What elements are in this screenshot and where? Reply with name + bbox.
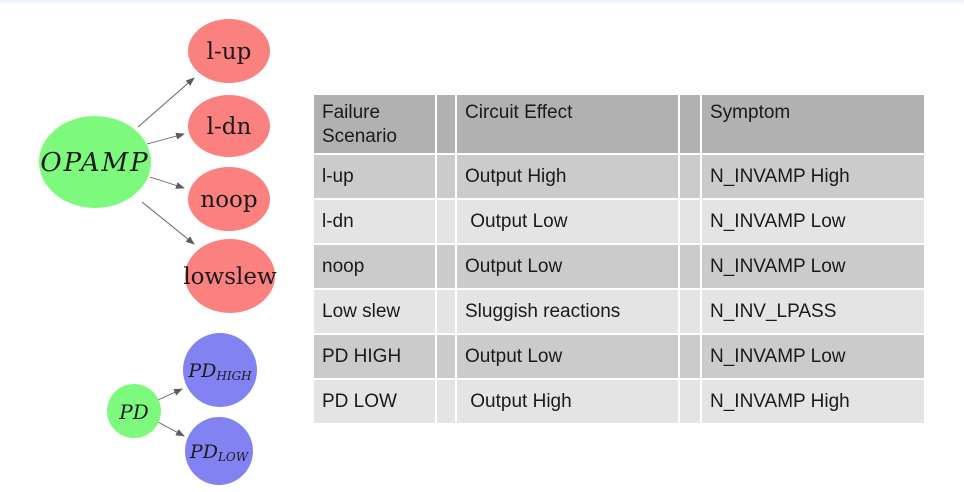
edge-opamp-noop bbox=[149, 176, 185, 189]
ldn-node-label: l-dn bbox=[207, 114, 252, 140]
lup-node bbox=[188, 19, 270, 83]
cell-spacer bbox=[680, 155, 700, 198]
cell-effect: Sluggish reactions bbox=[457, 290, 678, 333]
cell-scenario: PD LOW bbox=[314, 380, 435, 423]
pd-high-node-label: PDHIGH bbox=[187, 360, 252, 383]
pd-low-subscript: LOW bbox=[217, 450, 250, 464]
noop-node-label: noop bbox=[200, 187, 257, 213]
pd-low-node-label: PDLOW bbox=[189, 441, 250, 464]
cell-symptom: N_INVAMP High bbox=[702, 380, 924, 423]
cell-symptom: N_INV_LPASS bbox=[702, 290, 924, 333]
ldn-node bbox=[188, 95, 270, 157]
cell-spacer bbox=[437, 335, 455, 378]
header-symptom: Symptom bbox=[702, 95, 924, 153]
pd-node bbox=[107, 384, 161, 438]
cell-spacer bbox=[437, 245, 455, 288]
fault-tree-diagram: OPAMP l-up l-dn noop lowslew PD PDHIGH P… bbox=[39, 19, 277, 485]
cell-symptom: N_INVAMP Low bbox=[702, 200, 924, 243]
cell-effect: Output Low bbox=[457, 335, 678, 378]
cell-spacer bbox=[680, 200, 700, 243]
opamp-node bbox=[39, 116, 151, 208]
cell-symptom: N_INVAMP Low bbox=[702, 335, 924, 378]
header-spacer-2 bbox=[680, 95, 700, 153]
cell-spacer bbox=[680, 335, 700, 378]
cell-spacer bbox=[680, 245, 700, 288]
edge-opamp-lowslew bbox=[141, 201, 195, 245]
cell-spacer bbox=[437, 290, 455, 333]
cell-scenario: PD HIGH bbox=[314, 335, 435, 378]
cell-spacer bbox=[437, 200, 455, 243]
pd-high-subscript: HIGH bbox=[215, 369, 252, 383]
cell-scenario: l-dn bbox=[314, 200, 435, 243]
pd-high-node bbox=[183, 333, 257, 407]
cell-spacer bbox=[437, 380, 455, 423]
failure-table: Failure Scenario Circuit Effect Symptom … bbox=[314, 95, 924, 423]
header-spacer-1 bbox=[437, 95, 455, 153]
pd-node-label: PD bbox=[118, 400, 149, 424]
lup-node-label: l-up bbox=[207, 39, 252, 65]
cell-effect: Output Low bbox=[457, 245, 678, 288]
pd-low-node bbox=[185, 417, 253, 485]
cell-scenario: noop bbox=[314, 245, 435, 288]
cell-scenario: Low slew bbox=[314, 290, 435, 333]
lowslew-node bbox=[185, 239, 275, 313]
top-edge-strip bbox=[0, 0, 964, 4]
cell-scenario: l-up bbox=[314, 155, 435, 198]
edge-pd-low bbox=[157, 421, 185, 437]
cell-spacer bbox=[680, 380, 700, 423]
edge-pd-high bbox=[157, 388, 183, 401]
pd-high-base: PD bbox=[187, 360, 216, 382]
cell-effect: Output High bbox=[457, 380, 678, 423]
cell-symptom: N_INVAMP Low bbox=[702, 245, 924, 288]
pd-low-base: PD bbox=[189, 441, 218, 463]
cell-effect: Output High bbox=[457, 155, 678, 198]
noop-node bbox=[188, 167, 270, 231]
cell-effect: Output Low bbox=[457, 200, 678, 243]
lowslew-node-label: lowslew bbox=[183, 264, 277, 290]
header-circuit-effect: Circuit Effect bbox=[457, 95, 678, 153]
opamp-node-label: OPAMP bbox=[40, 148, 149, 178]
header-failure-scenario: Failure Scenario bbox=[314, 95, 435, 153]
edge-opamp-ldn bbox=[146, 132, 185, 145]
cell-spacer bbox=[680, 290, 700, 333]
cell-spacer bbox=[437, 155, 455, 198]
edge-opamp-lup bbox=[137, 77, 195, 128]
cell-symptom: N_INVAMP High bbox=[702, 155, 924, 198]
